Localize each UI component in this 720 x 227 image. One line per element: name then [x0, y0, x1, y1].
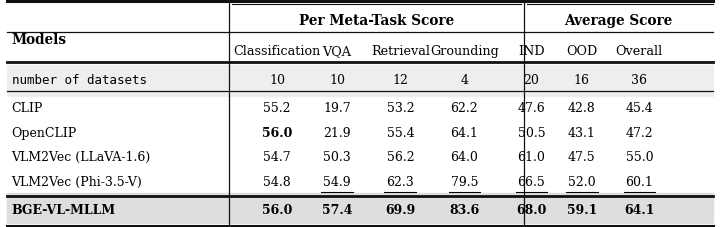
Text: 55.2: 55.2: [264, 101, 291, 114]
Text: 83.6: 83.6: [449, 203, 480, 217]
Text: 53.2: 53.2: [387, 101, 414, 114]
Text: 61.0: 61.0: [518, 151, 545, 164]
Bar: [7, 66, 713, 96]
Text: 50.3: 50.3: [323, 151, 351, 164]
Text: 56.2: 56.2: [387, 151, 414, 164]
Text: 55.4: 55.4: [387, 126, 414, 139]
Text: 4: 4: [460, 73, 469, 86]
Text: Classification: Classification: [233, 44, 321, 58]
Text: 10: 10: [329, 73, 345, 86]
Text: 59.1: 59.1: [567, 203, 597, 217]
Text: Grounding: Grounding: [430, 44, 499, 58]
Text: VLM2Vec (LLaVA-1.6): VLM2Vec (LLaVA-1.6): [12, 151, 150, 164]
Text: 12: 12: [392, 73, 408, 86]
Text: CLIP: CLIP: [12, 101, 43, 114]
Text: Retrieval: Retrieval: [371, 44, 430, 58]
Text: 52.0: 52.0: [568, 175, 595, 188]
Text: 19.7: 19.7: [323, 101, 351, 114]
Text: 62.2: 62.2: [451, 101, 478, 114]
Text: 56.0: 56.0: [262, 203, 292, 217]
Text: 66.5: 66.5: [518, 175, 545, 188]
Text: 50.5: 50.5: [518, 126, 545, 139]
Text: 57.4: 57.4: [322, 203, 352, 217]
Text: 79.5: 79.5: [451, 175, 478, 188]
Text: 45.4: 45.4: [626, 101, 653, 114]
Text: IND: IND: [518, 44, 544, 58]
Text: 47.5: 47.5: [568, 151, 595, 164]
Text: 64.0: 64.0: [451, 151, 478, 164]
Text: Models: Models: [12, 33, 66, 47]
Text: number of datasets: number of datasets: [12, 73, 147, 86]
Text: 47.6: 47.6: [518, 101, 545, 114]
Text: 69.9: 69.9: [385, 203, 415, 217]
Text: 54.9: 54.9: [323, 175, 351, 188]
Text: Per Meta-Task Score: Per Meta-Task Score: [299, 13, 454, 27]
Text: 54.8: 54.8: [264, 175, 291, 188]
Text: 36: 36: [631, 73, 647, 86]
Text: 55.0: 55.0: [626, 151, 653, 164]
Text: 64.1: 64.1: [624, 203, 654, 217]
Text: 21.9: 21.9: [323, 126, 351, 139]
Text: Overall: Overall: [616, 44, 663, 58]
Text: 68.0: 68.0: [516, 203, 546, 217]
Text: 60.1: 60.1: [626, 175, 653, 188]
Text: OpenCLIP: OpenCLIP: [12, 126, 77, 139]
Text: OOD: OOD: [566, 44, 598, 58]
Text: 64.1: 64.1: [451, 126, 478, 139]
Text: VLM2Vec (Phi-3.5-V): VLM2Vec (Phi-3.5-V): [12, 175, 143, 188]
Bar: [7, 194, 713, 223]
Text: 10: 10: [269, 73, 285, 86]
Text: 43.1: 43.1: [568, 126, 595, 139]
Text: BGE-VL-MLLM: BGE-VL-MLLM: [12, 203, 116, 217]
Text: Average Score: Average Score: [564, 13, 672, 27]
Text: VQA: VQA: [323, 44, 351, 58]
Text: 20: 20: [523, 73, 539, 86]
Text: 56.0: 56.0: [262, 126, 292, 139]
Text: 47.2: 47.2: [626, 126, 653, 139]
Text: 54.7: 54.7: [264, 151, 291, 164]
Text: 42.8: 42.8: [568, 101, 595, 114]
Text: 16: 16: [574, 73, 590, 86]
Text: 62.3: 62.3: [387, 175, 414, 188]
